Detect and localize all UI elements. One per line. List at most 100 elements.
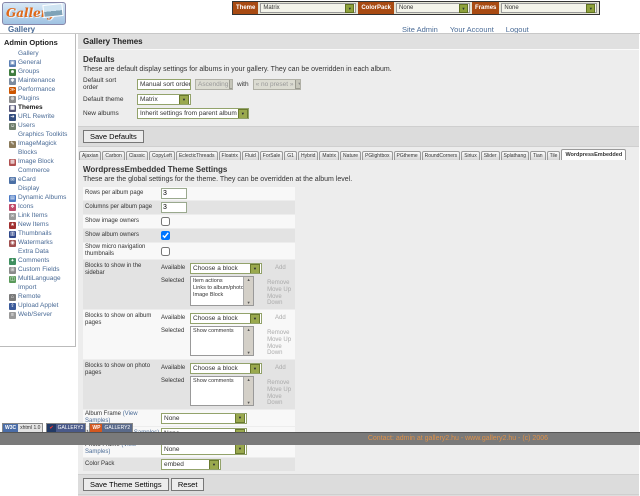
blocks-album-move-down-link[interactable]: Move Down bbox=[267, 344, 283, 356]
tab-slider[interactable]: Slider bbox=[480, 151, 500, 160]
tab-eclecticthreads[interactable]: EclecticThreads bbox=[175, 151, 218, 160]
show-image-owners-checkbox[interactable] bbox=[161, 217, 170, 226]
tab-nature[interactable]: Nature bbox=[340, 151, 362, 160]
sidebar-item-custom-fields[interactable]: ⊞ Custom Fields bbox=[0, 266, 75, 275]
blocks-photo-available-select[interactable]: Choose a block ▼ bbox=[190, 363, 262, 374]
scroll-down-icon[interactable]: ▼ bbox=[246, 300, 251, 305]
tab-g1[interactable]: G1 bbox=[284, 151, 297, 160]
sidebar-item-ecard[interactable]: ✉ eCard bbox=[0, 176, 75, 185]
tab-roundcorners[interactable]: RoundCorners bbox=[421, 151, 461, 160]
list-item[interactable]: Links to album/photo peers bbox=[193, 285, 255, 291]
tab-ajaxian[interactable]: Ajaxian bbox=[79, 151, 102, 160]
scrollbar[interactable]: ▲ ▼ bbox=[243, 327, 254, 355]
tab-hybrid[interactable]: Hybrid bbox=[297, 151, 319, 160]
show-album-owners-checkbox[interactable] bbox=[161, 231, 170, 240]
blocks-photo-selected-list[interactable]: ▲ ▼ Show comments bbox=[190, 376, 255, 406]
theme-select[interactable]: Matrix ▼ bbox=[260, 3, 357, 13]
scroll-down-icon[interactable]: ▼ bbox=[246, 350, 251, 355]
new-albums-select[interactable]: Inherit settings from parent album ▼ bbox=[137, 108, 249, 119]
default-sort-order-select[interactable]: Manual sort order ▼ bbox=[137, 78, 191, 90]
sidebar-item-comments[interactable]: ✦ Comments bbox=[0, 257, 75, 266]
sidebar-item-users[interactable]: ☺ Users bbox=[0, 122, 75, 131]
tab-wordpressembedded[interactable]: WordpressEmbedded bbox=[561, 149, 627, 160]
sidebar-item-web-server[interactable]: ≡ Web/Server bbox=[0, 311, 75, 320]
blocks-sidebar-move-up-link[interactable]: Move Up bbox=[267, 287, 292, 293]
list-item[interactable]: Show comments bbox=[193, 378, 234, 384]
blocks-photo-move-up-link[interactable]: Move Up bbox=[267, 387, 292, 393]
frames-select[interactable]: None ▼ bbox=[501, 3, 598, 13]
tab-classic[interactable]: Classic bbox=[125, 151, 148, 160]
sidebar-item-dynamic-albums[interactable]: ▤ Dynamic Albums bbox=[0, 194, 75, 203]
scroll-up-icon[interactable]: ▲ bbox=[246, 377, 251, 382]
show-micro-nav-checkbox[interactable] bbox=[161, 246, 170, 256]
blocks-photo-add-link[interactable]: Add bbox=[275, 365, 286, 371]
tab-fluid[interactable]: Fluid bbox=[241, 151, 259, 160]
sidebar-item-plugins[interactable]: ⊕ Plugins bbox=[0, 95, 75, 104]
blocks-album-available-select[interactable]: Choose a block ▼ bbox=[190, 313, 262, 324]
sidebar-item-performance[interactable]: ≫ Performance bbox=[0, 86, 75, 95]
cols-per-page-input[interactable] bbox=[161, 202, 187, 213]
sidebar-item-groups[interactable]: ☻ Groups bbox=[0, 68, 75, 77]
tab-copyleft[interactable]: CopyLeft bbox=[148, 151, 175, 160]
sidebar-item-multilanguage[interactable]: ◫ MultiLanguage bbox=[0, 275, 75, 284]
sidebar-item-general[interactable]: ▣ General bbox=[0, 59, 75, 68]
sidebar-group-display: Display bbox=[0, 185, 75, 194]
tab-tian[interactable]: Tian bbox=[530, 151, 546, 160]
tab-siriux[interactable]: Siriux bbox=[461, 151, 480, 160]
save-theme-settings-button[interactable]: Save Theme Settings bbox=[83, 478, 169, 491]
user-link[interactable]: Site Admin bbox=[402, 25, 438, 34]
sidebar-item-link-items[interactable]: ∞ Link Items bbox=[0, 212, 75, 221]
blocks-photo-move-down-link[interactable]: Move Down bbox=[267, 394, 283, 406]
color-pack-select[interactable]: embed ▼ bbox=[161, 459, 221, 470]
blocks-sidebar-available-select[interactable]: Choose a block ▼ bbox=[190, 263, 262, 274]
colorpack-select[interactable]: None ▼ bbox=[396, 3, 471, 13]
blocks-sidebar-selected-list[interactable]: ▲ ▼ Item actions Links to album/photo peer… bbox=[190, 276, 255, 306]
blocks-album-selected-list[interactable]: ▲ ▼ Show comments bbox=[190, 326, 255, 356]
scrollbar[interactable]: ▲ ▼ bbox=[243, 377, 254, 405]
breadcrumb[interactable]: Gallery bbox=[8, 25, 36, 34]
scroll-up-icon[interactable]: ▲ bbox=[246, 277, 251, 282]
album-frame-select[interactable]: None ▼ bbox=[161, 412, 247, 424]
sidebar-item-watermarks[interactable]: ◉ Watermarks bbox=[0, 239, 75, 248]
default-theme-select[interactable]: Matrix ▼ bbox=[137, 94, 191, 105]
tab-forsale[interactable]: ForSale bbox=[259, 151, 284, 160]
scrollbar[interactable]: ▲ ▼ bbox=[243, 277, 254, 305]
list-item[interactable]: Image Block bbox=[193, 292, 224, 298]
sidebar-item-new-items[interactable]: ★ New Items bbox=[0, 221, 75, 230]
sidebar-item-url-rewrite[interactable]: ➔ URL Rewrite bbox=[0, 113, 75, 122]
blocks-sidebar-remove-link[interactable]: Remove bbox=[267, 280, 290, 286]
tab-pglightbox[interactable]: PGlightbox bbox=[362, 151, 393, 160]
sidebar-item-thumbnails[interactable]: ▥ Thumbnails bbox=[0, 230, 75, 239]
gallery-logo[interactable]: Gallery bbox=[2, 2, 66, 25]
tab-pgtheme[interactable]: PGtheme bbox=[393, 151, 421, 160]
tab-floatrix[interactable]: Floatrix bbox=[218, 151, 241, 160]
tab-splathang[interactable]: Splathang bbox=[500, 151, 530, 160]
tab-tile[interactable]: Tile bbox=[546, 151, 561, 160]
view-samples-link[interactable]: (View Samples) bbox=[85, 411, 138, 424]
rows-per-page-input[interactable] bbox=[161, 188, 187, 199]
tab-carbon[interactable]: Carbon bbox=[102, 151, 125, 160]
user-link[interactable]: Logout bbox=[505, 25, 529, 34]
blocks-album-move-up-link[interactable]: Move Up bbox=[267, 337, 292, 343]
sidebar-item-remote[interactable]: ⌂ Remote bbox=[0, 293, 75, 302]
save-defaults-button[interactable]: Save Defaults bbox=[83, 130, 144, 143]
list-item[interactable]: Show comments bbox=[193, 328, 234, 334]
blocks-sidebar-add-link[interactable]: Add bbox=[275, 265, 286, 271]
reset-button[interactable]: Reset bbox=[170, 478, 205, 491]
blocks-album-add-link[interactable]: Add bbox=[275, 315, 286, 321]
scroll-down-icon[interactable]: ▼ bbox=[246, 400, 251, 405]
tab-matrix[interactable]: Matrix bbox=[319, 151, 340, 160]
sidebar-item-icons[interactable]: ❖ Icons bbox=[0, 203, 75, 212]
scroll-up-icon[interactable]: ▲ bbox=[246, 327, 251, 332]
user-link[interactable]: Your Account bbox=[449, 25, 494, 34]
sidebar-item-upload-applet[interactable]: ⇧ Upload Applet bbox=[0, 302, 75, 311]
blocks-photo-remove-link[interactable]: Remove bbox=[267, 380, 290, 386]
sidebar-item-maintenance[interactable]: ✱ Maintenance bbox=[0, 77, 75, 86]
sidebar-item-imagemagick[interactable]: ✎ ImageMagick bbox=[0, 140, 75, 149]
blocks-sidebar-move-down-link[interactable]: Move Down bbox=[267, 294, 283, 306]
sidebar-item-themes[interactable]: ▦ Themes bbox=[0, 104, 75, 113]
blocks-album-remove-link[interactable]: Remove bbox=[267, 330, 290, 336]
list-item[interactable]: Item actions bbox=[193, 278, 223, 284]
sidebar-item-image-block[interactable]: ▩ Image Block bbox=[0, 158, 75, 167]
photo-frame-select[interactable]: None ▼ bbox=[161, 443, 247, 455]
